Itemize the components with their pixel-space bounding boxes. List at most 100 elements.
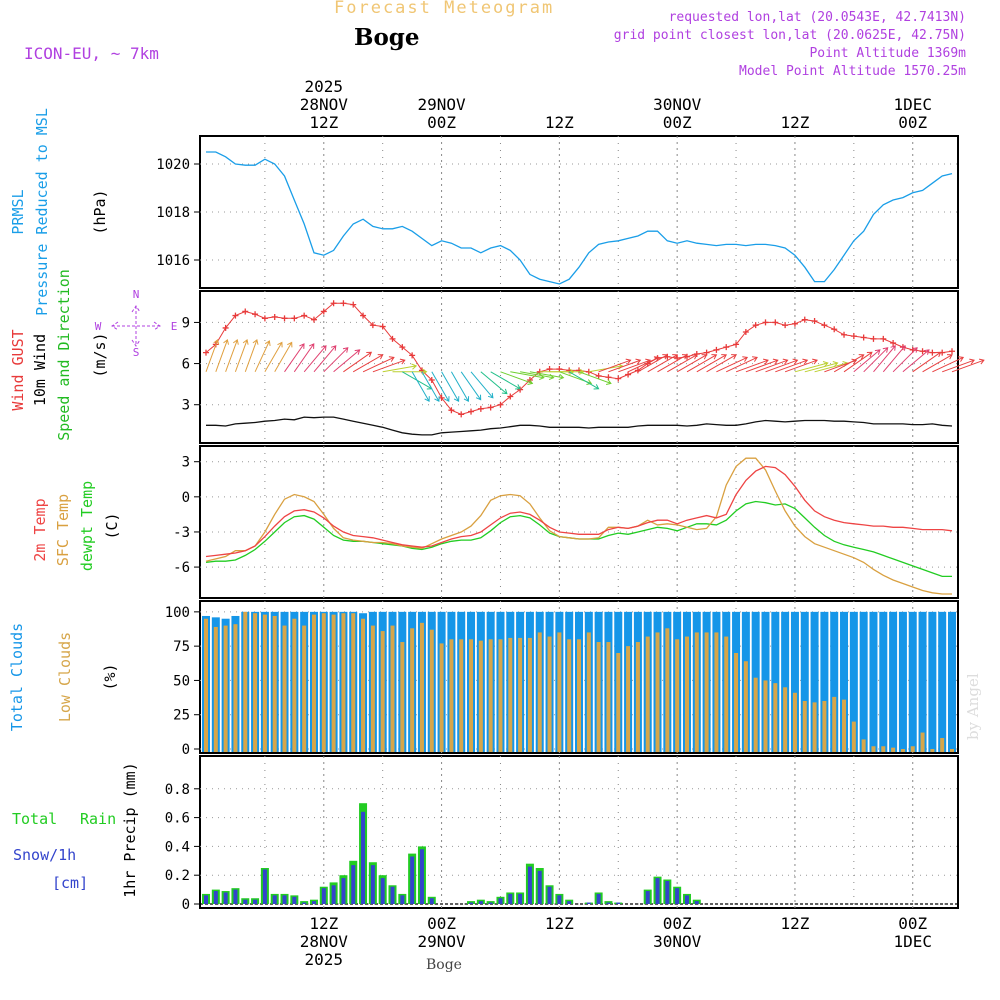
snow-bar (429, 898, 434, 904)
y-tick-label: 50 (173, 673, 190, 689)
snow-bar (655, 878, 660, 904)
compass-north: N (133, 288, 140, 301)
snow-bar (243, 899, 248, 904)
chart-title: Forecast Meteogram (334, 0, 555, 18)
gust-marker (330, 300, 337, 307)
snow-bar (596, 893, 601, 904)
wind-direction-arrow (215, 339, 229, 372)
total-cloud-bar (790, 611, 799, 752)
snow-bar (547, 886, 552, 904)
y-tick-label: 1020 (156, 157, 190, 173)
wind-direction-arrow (441, 371, 460, 403)
snow-bar (508, 893, 513, 904)
low-cloud-bar (881, 746, 886, 752)
wind-direction-label: Speed and Direction (55, 269, 73, 441)
y-tick-label: 100 (165, 605, 190, 621)
low-cloud-bar (773, 683, 778, 752)
model-altitude: Model Point Altitude 1570.25m (739, 64, 966, 79)
low-cloud-bar (743, 661, 748, 752)
wind-direction-arrow (254, 340, 271, 373)
snow-bar (537, 870, 542, 904)
y-tick-label: 1016 (156, 253, 190, 269)
wind-direction-arrow (205, 339, 220, 372)
panel-wind-frame (199, 290, 959, 444)
wind-direction-arrow (863, 347, 889, 373)
bottom-time-label: 00Z (427, 914, 456, 933)
gust-marker (821, 322, 828, 329)
gust-marker (350, 301, 357, 308)
top-time-label: 28NOV (300, 95, 349, 114)
snow-bar (694, 901, 699, 904)
gust-marker (811, 318, 818, 325)
wind-direction-arrow (225, 339, 239, 372)
gust-label: Wind GUST (9, 329, 27, 410)
bottom-time-label: 00Z (663, 914, 692, 933)
snow-bar (567, 901, 572, 904)
low-cloud-bar (851, 721, 856, 752)
total-cloud-bar (800, 611, 809, 752)
total-cloud-bar (948, 611, 956, 752)
snow-bar (390, 886, 395, 904)
wind-direction-arrow (323, 347, 349, 373)
gust-marker (890, 340, 897, 346)
pressure-label-long: Pressure Reduced to MSL (33, 108, 51, 316)
y-tick-label: 0.4 (165, 839, 190, 855)
total-cloud-bar (928, 611, 937, 752)
gust-marker (340, 300, 347, 307)
snow-bar (370, 865, 375, 904)
gust-marker (929, 349, 936, 356)
total-cloud-bar (781, 611, 790, 752)
snow-bar (253, 899, 258, 904)
wind-label: 10m Wind (31, 334, 49, 406)
wind-direction-arrow (892, 347, 918, 373)
wind-direction-arrow (392, 368, 428, 375)
total-cloud-bar (908, 611, 917, 752)
total-cloud-bar (938, 611, 947, 752)
low-cloud-bar (272, 615, 277, 752)
low-cloud-bar (675, 639, 680, 752)
snow-bar (419, 849, 424, 904)
pressure-line (206, 151, 953, 285)
gust-marker (605, 374, 612, 381)
snow-bar (527, 866, 532, 904)
low-cloud-bar (478, 640, 483, 752)
temp-2m-label: 2m Temp (31, 498, 49, 561)
gust-marker (458, 411, 465, 418)
snow-bar (488, 902, 493, 904)
wind-speed-line (206, 416, 953, 436)
total-cloud-bar (810, 611, 819, 752)
low-cloud-bar (900, 749, 905, 752)
wind-direction-arrow (343, 351, 373, 373)
low-cloud-bar (410, 628, 415, 752)
wind-direction-arrow (470, 371, 494, 399)
wind-direction-arrow (853, 349, 881, 373)
low-cloud-bar (292, 618, 297, 752)
y-tick-label: 3 (182, 455, 190, 471)
pressure-unit: (hPa) (91, 189, 109, 234)
low-cloud-bar (606, 642, 611, 752)
y-tick-label: 9 (182, 315, 190, 331)
snow-bar (675, 888, 680, 904)
wind-direction-arrow (657, 354, 688, 373)
gust-marker (841, 331, 848, 338)
gust-marker (203, 349, 209, 356)
y-tick-label: 0 (182, 897, 190, 913)
wind-direction-arrow (667, 354, 698, 373)
low-cloud-bar (930, 749, 935, 752)
bottom-time-label: 12Z (309, 914, 338, 933)
low-cloud-bar (920, 732, 925, 752)
gust-marker (762, 319, 769, 326)
low-cloud-bar (694, 632, 699, 752)
top-time-label: 2025 (305, 77, 344, 96)
temp-unit: (C) (103, 512, 121, 539)
gust-marker (369, 322, 376, 329)
snow-bar (557, 895, 562, 904)
wind-direction-arrow (264, 341, 283, 373)
precip-unit: 1hr Precip (mm) (121, 762, 139, 897)
gust-marker (409, 352, 416, 359)
gust-marker (949, 348, 955, 355)
wind-direction-arrow (352, 354, 384, 373)
gust-marker (801, 316, 808, 323)
compass-rose-icon (111, 305, 161, 347)
low-cloud-bar (518, 637, 523, 752)
